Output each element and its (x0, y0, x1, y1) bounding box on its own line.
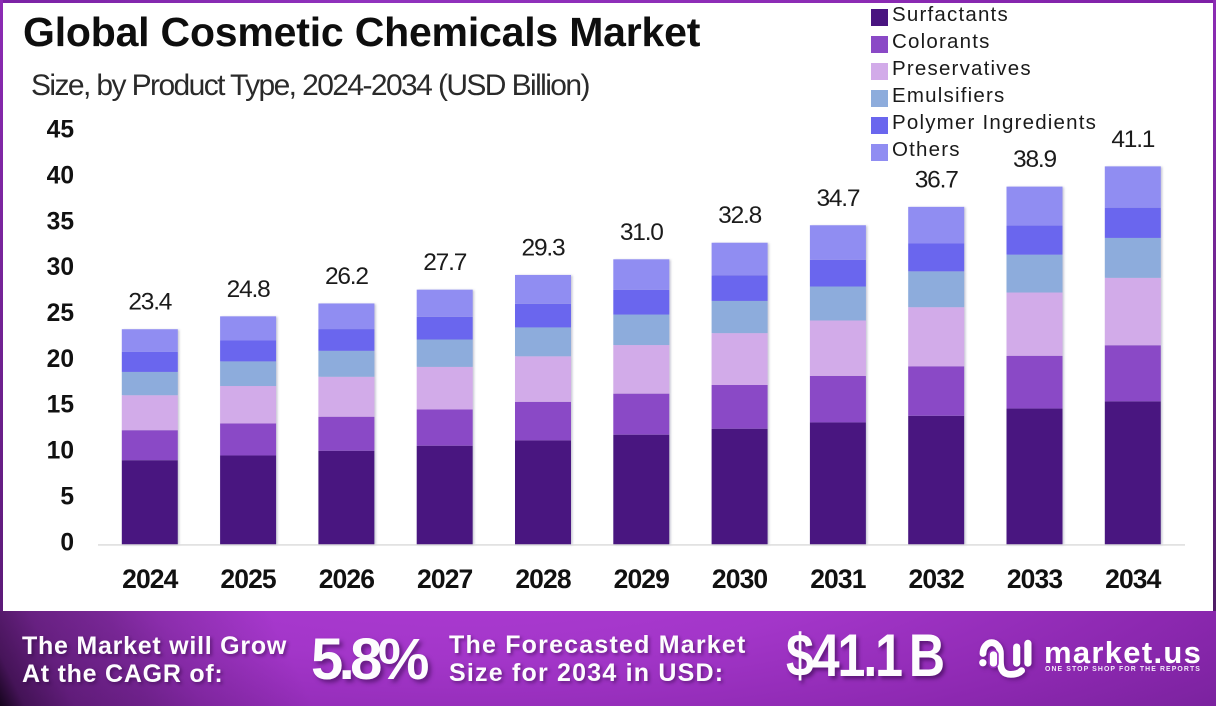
svg-text:23.4: 23.4 (128, 289, 171, 316)
svg-text:45: 45 (47, 117, 74, 144)
svg-text:5: 5 (60, 483, 74, 510)
svg-text:34.7: 34.7 (816, 185, 859, 212)
svg-text:2026: 2026 (319, 564, 375, 594)
svg-text:0: 0 (60, 529, 74, 556)
svg-text:2024: 2024 (122, 564, 179, 594)
svg-text:27.7: 27.7 (423, 249, 466, 276)
svg-text:2028: 2028 (515, 564, 571, 594)
svg-text:25: 25 (47, 300, 74, 327)
svg-text:41.1: 41.1 (1111, 126, 1154, 153)
svg-text:38.9: 38.9 (1013, 146, 1056, 173)
svg-text:2034: 2034 (1105, 564, 1162, 594)
svg-text:35: 35 (47, 208, 74, 235)
svg-text:10: 10 (47, 438, 74, 465)
svg-text:15: 15 (47, 392, 74, 419)
svg-text:40: 40 (47, 163, 74, 190)
svg-text:2029: 2029 (614, 564, 670, 594)
svg-text:2027: 2027 (417, 564, 473, 594)
svg-text:2033: 2033 (1007, 564, 1063, 594)
svg-text:2031: 2031 (810, 564, 866, 594)
svg-text:31.0: 31.0 (620, 219, 663, 246)
svg-text:26.2: 26.2 (325, 263, 368, 290)
svg-text:36.7: 36.7 (915, 166, 958, 193)
svg-text:2030: 2030 (712, 564, 768, 594)
svg-text:20: 20 (47, 346, 74, 373)
svg-text:29.3: 29.3 (522, 234, 565, 261)
svg-text:2025: 2025 (220, 564, 276, 594)
svg-text:2032: 2032 (909, 564, 965, 594)
svg-text:24.8: 24.8 (227, 276, 270, 303)
svg-text:32.8: 32.8 (718, 202, 761, 229)
svg-text:30: 30 (47, 254, 74, 281)
